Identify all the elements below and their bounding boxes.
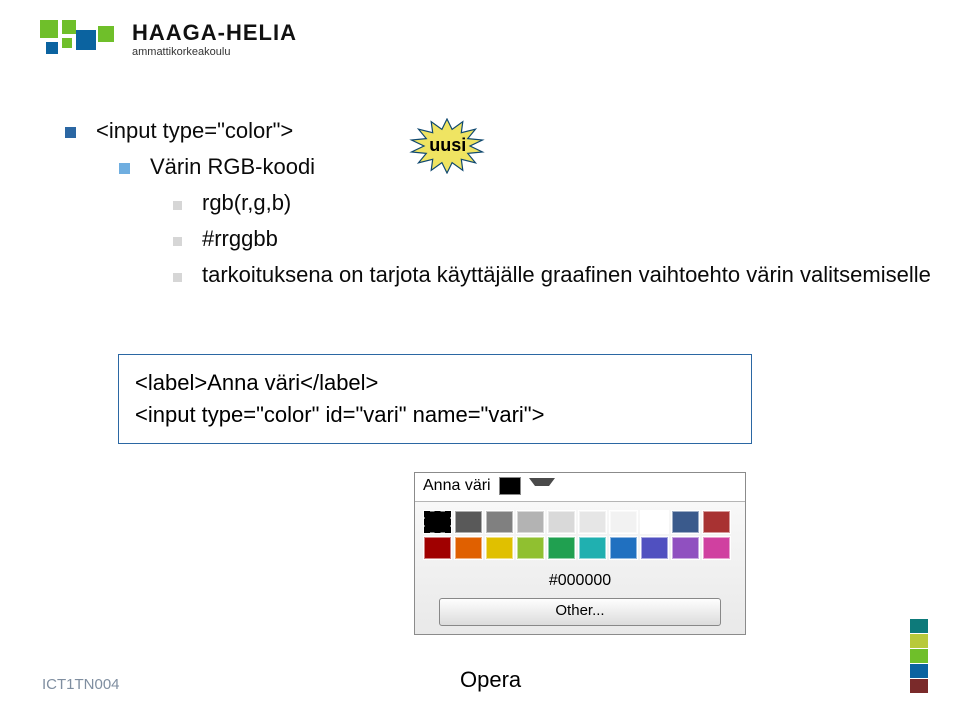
color-swatch[interactable] [640,510,669,534]
bullet-icon [65,127,76,138]
opera-label: Opera [460,667,521,693]
color-picker: Anna väri #000000 Other... [414,472,746,635]
picker-label: Anna väri [423,477,491,495]
logo-title: HAAGA-HELIA [132,20,297,46]
color-swatch[interactable] [423,510,452,534]
color-swatch[interactable] [578,536,607,560]
color-swatch[interactable] [423,536,452,560]
color-swatch[interactable] [640,536,669,560]
color-swatch[interactable] [702,510,731,534]
color-swatch[interactable] [609,510,638,534]
bullet-l3a-text: rgb(r,g,b) [202,190,291,216]
chevron-down-icon[interactable] [529,478,555,494]
color-swatch[interactable] [454,510,483,534]
bullet-l2-text: Värin RGB-koodi [150,154,315,180]
course-code: ICT1TN004 [42,676,120,693]
bullet-icon [119,163,130,174]
color-swatch[interactable] [671,510,700,534]
new-badge: uusi [402,118,492,174]
color-swatch[interactable] [516,510,545,534]
color-swatch[interactable] [485,510,514,534]
picker-hex-value: #000000 [423,566,737,598]
new-badge-label: uusi [429,135,466,156]
color-swatch[interactable] [485,536,514,560]
bullet-l3c-text: tarkoituksena on tarjota käyttäjälle gra… [202,262,931,288]
bullet-list: <input type="color"> Värin RGB-koodi rgb… [65,118,931,298]
code-line-2: <input type="color" id="vari" name="vari… [135,399,735,431]
color-swatch[interactable] [702,536,731,560]
color-swatch[interactable] [547,510,576,534]
bullet-l3b-text: #rrggbb [202,226,278,252]
color-swatch[interactable] [671,536,700,560]
logo-sub: ammattikorkeakoulu [132,46,297,58]
color-swatch[interactable] [454,536,483,560]
logo-squares [40,20,118,75]
color-swatch[interactable] [578,510,607,534]
color-swatch[interactable] [547,536,576,560]
bullet-l1-text: <input type="color"> [96,118,293,144]
bullet-icon [173,273,182,282]
swatch-grid [423,510,737,560]
corner-decoration [910,618,928,693]
other-button[interactable]: Other... [439,598,721,626]
haaga-helia-logo: HAAGA-HELIA ammattikorkeakoulu [40,20,297,75]
picker-swatch[interactable] [499,477,521,495]
color-swatch[interactable] [609,536,638,560]
code-example-box: <label>Anna väri</label> <input type="co… [118,354,752,444]
code-line-1: <label>Anna väri</label> [135,367,735,399]
color-swatch[interactable] [516,536,545,560]
bullet-icon [173,237,182,246]
bullet-icon [173,201,182,210]
